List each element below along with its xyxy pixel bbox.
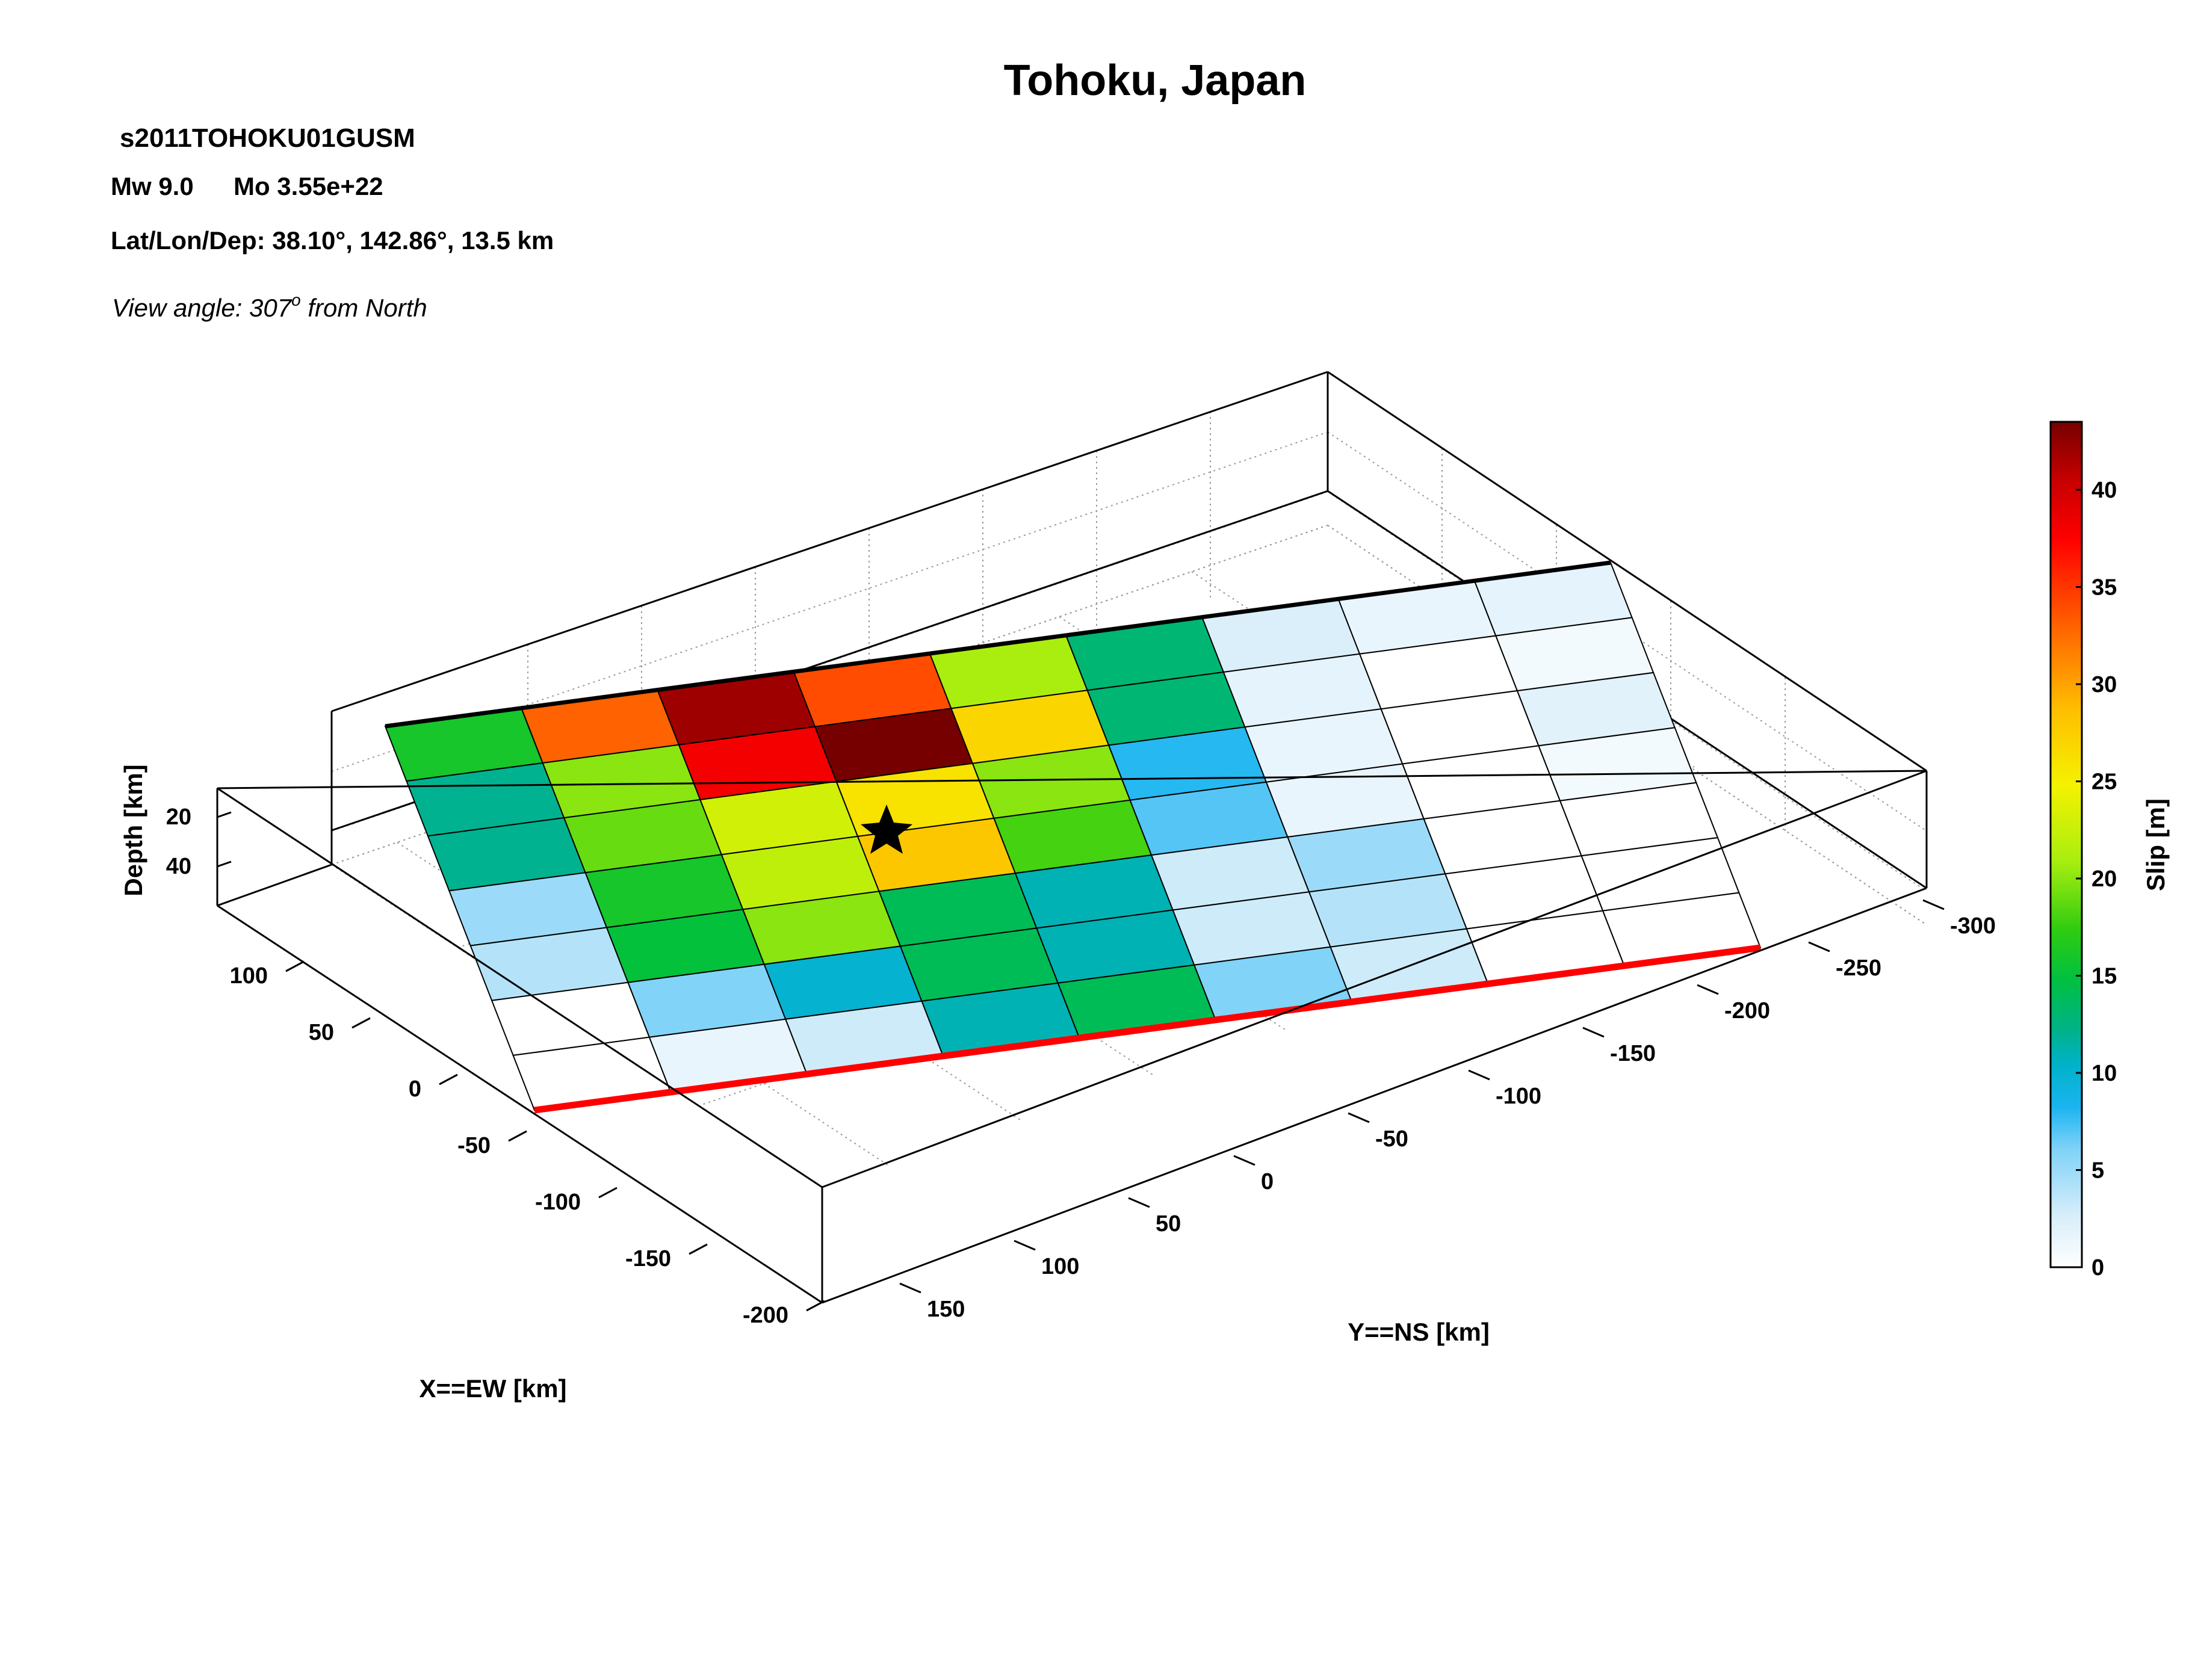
- grid-line: [331, 431, 1328, 772]
- box-edge: [822, 887, 1927, 1304]
- x-tick-mark: [689, 1243, 708, 1255]
- colorbar-tick-label: 0: [2091, 1255, 2104, 1280]
- y-tick-mark: [1697, 984, 1719, 995]
- seismic-moment: Mo 3.55e+22: [234, 172, 383, 200]
- y-tick-label: -250: [1836, 956, 1881, 981]
- colorbar-tick-label: 5: [2091, 1158, 2104, 1184]
- y-tick-mark: [1348, 1112, 1370, 1123]
- x-tick-label: -100: [535, 1190, 581, 1215]
- x-tick-label: 100: [230, 963, 268, 989]
- x-tick-mark: [598, 1187, 618, 1199]
- trench-line: [534, 944, 1761, 1114]
- view-angle-suffix: from North: [301, 294, 427, 322]
- y-tick-label: 50: [1156, 1211, 1181, 1237]
- box-front-edges: [216, 770, 1928, 1304]
- colorbar: 0 5 10 15 20 25 30 35 40 Slip [m]: [2049, 421, 2170, 1280]
- box-edge: [217, 770, 1927, 789]
- colorbar-tick-label: 30: [2091, 672, 2117, 697]
- colorbar-tick-label: 10: [2091, 1061, 2117, 1086]
- y-axis-label: Y==NS [km]: [1348, 1318, 1490, 1346]
- z-tick-mark: [217, 811, 232, 818]
- y-tick-mark: [899, 1282, 921, 1294]
- y-tick-mark: [1233, 1155, 1255, 1166]
- x-tick-label: -50: [457, 1133, 491, 1158]
- y-tick-mark: [1014, 1240, 1036, 1251]
- x-tick-mark: [351, 1017, 371, 1029]
- box-edge: [217, 904, 823, 1304]
- y-tick-label: 0: [1261, 1169, 1274, 1194]
- y-tick-label: -200: [1724, 998, 1770, 1024]
- x-tick-label: -200: [743, 1303, 788, 1328]
- colorbar-ticks: 0 5 10 15 20 25 30 35 40: [2076, 478, 2117, 1280]
- grid-line: [1327, 431, 1927, 832]
- z-tick-label: 20: [166, 804, 191, 830]
- y-tick-label: -50: [1375, 1126, 1408, 1152]
- x-tick-label: 0: [409, 1076, 421, 1102]
- z-tick-label: 40: [166, 854, 191, 879]
- x-tick-label: 50: [309, 1020, 334, 1045]
- axes: -200 -150 -100 -50 0 50 100 150 100 50 0 -50 -100 -15…: [166, 804, 1996, 1328]
- y-tick-label: -150: [1610, 1041, 1656, 1066]
- z-tick-mark: [217, 860, 232, 868]
- colorbar-tick-label: 35: [2091, 575, 2117, 601]
- y-tick-mark: [1582, 1027, 1605, 1038]
- y-tick-mark: [1128, 1197, 1150, 1208]
- colorbar-tick-label: 15: [2091, 964, 2117, 989]
- x-tick-mark: [806, 1300, 825, 1312]
- fault-top-edge: [385, 560, 1611, 729]
- hypocenter-location: Lat/Lon/Dep: 38.10°, 142.86°, 13.5 km: [111, 226, 554, 255]
- view-angle-prefix: View angle: 307: [112, 294, 293, 322]
- view-angle-degree: o: [291, 291, 301, 309]
- y-tick-label: 150: [927, 1297, 965, 1322]
- y-tick-label: -300: [1950, 913, 1996, 939]
- y-tick-mark: [1468, 1069, 1490, 1081]
- y-tick-label: -100: [1496, 1084, 1541, 1109]
- x-tick-mark: [285, 960, 305, 972]
- model-id: s2011TOHOKU01GUSM: [120, 123, 415, 153]
- colorbar-label: Slip [m]: [2141, 798, 2170, 891]
- y-tick-mark: [1922, 899, 1945, 910]
- view-angle: View angle: 307o from North: [112, 291, 427, 322]
- x-axis-label: X==EW [km]: [419, 1374, 566, 1403]
- slip-patches: [384, 561, 1762, 1111]
- y-tick-label: 100: [1041, 1254, 1079, 1279]
- magnitude-mw: Mw 9.0: [111, 172, 194, 200]
- colorbar-tick-label: 25: [2091, 770, 2117, 795]
- x-tick-mark: [508, 1130, 527, 1142]
- x-tick-label: -150: [625, 1246, 671, 1271]
- x-tick-mark: [439, 1073, 458, 1086]
- box-edge: [331, 371, 1328, 712]
- colorbar-tick-label: 40: [2091, 478, 2117, 503]
- chart-title: Tohoku, Japan: [1004, 57, 1307, 105]
- colorbar-tick-label: 20: [2091, 866, 2117, 892]
- y-tick-mark: [1808, 941, 1830, 953]
- hypocenter-star: [861, 804, 912, 854]
- box-edge: [822, 770, 1927, 1188]
- box-edge: [1327, 371, 1927, 772]
- box-edge: [217, 787, 823, 1188]
- colorbar-ramp: [2049, 421, 2083, 1268]
- z-axis-label: Depth [km]: [119, 764, 147, 896]
- box-edge: [217, 863, 332, 907]
